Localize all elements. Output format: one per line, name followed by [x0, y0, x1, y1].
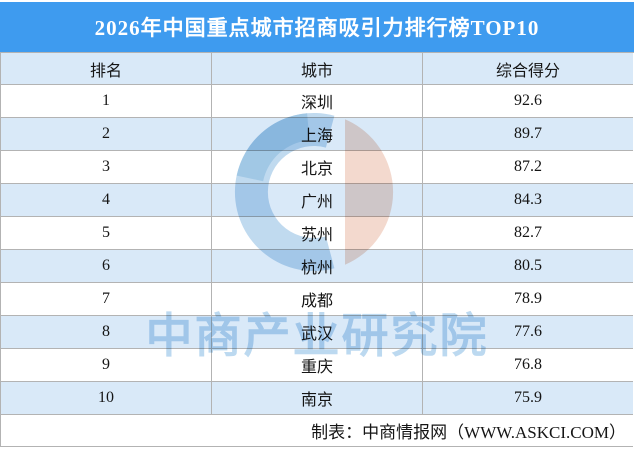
- header-rank: 排名: [1, 53, 212, 85]
- header-score: 综合得分: [423, 53, 633, 85]
- rank-cell: 2: [1, 118, 212, 151]
- score-cell: 75.9: [423, 382, 633, 415]
- rank-cell: 4: [1, 184, 212, 217]
- city-cell: 武汉: [212, 316, 423, 349]
- score-cell: 92.6: [423, 85, 633, 118]
- city-cell: 上海: [212, 118, 423, 151]
- score-cell: 82.7: [423, 217, 633, 250]
- score-cell: 76.8: [423, 349, 633, 382]
- score-cell: 87.2: [423, 151, 633, 184]
- rank-cell: 5: [1, 217, 212, 250]
- city-cell: 广州: [212, 184, 423, 217]
- page-title: 2026年中国重点城市招商吸引力排行榜TOP10: [0, 2, 634, 52]
- city-cell: 重庆: [212, 349, 423, 382]
- ranking-table: 排名 城市 综合得分 1 深圳 92.6 2 上海 89.7 3 北京 87.2…: [0, 52, 634, 447]
- rank-cell: 1: [1, 85, 212, 118]
- rank-cell: 10: [1, 382, 212, 415]
- city-cell: 深圳: [212, 85, 423, 118]
- score-cell: 77.6: [423, 316, 633, 349]
- city-cell: 南京: [212, 382, 423, 415]
- rank-cell: 3: [1, 151, 212, 184]
- score-cell: 78.9: [423, 283, 633, 316]
- city-cell: 成都: [212, 283, 423, 316]
- score-cell: 84.3: [423, 184, 633, 217]
- rank-cell: 6: [1, 250, 212, 283]
- rank-cell: 8: [1, 316, 212, 349]
- score-cell: 89.7: [423, 118, 633, 151]
- city-cell: 苏州: [212, 217, 423, 250]
- rank-cell: 9: [1, 349, 212, 382]
- rank-cell: 7: [1, 283, 212, 316]
- header-city: 城市: [212, 53, 423, 85]
- city-cell: 北京: [212, 151, 423, 184]
- score-cell: 80.5: [423, 250, 633, 283]
- city-cell: 杭州: [212, 250, 423, 283]
- table-credit: 制表：中商情报网（WWW.ASKCI.COM）: [1, 415, 633, 447]
